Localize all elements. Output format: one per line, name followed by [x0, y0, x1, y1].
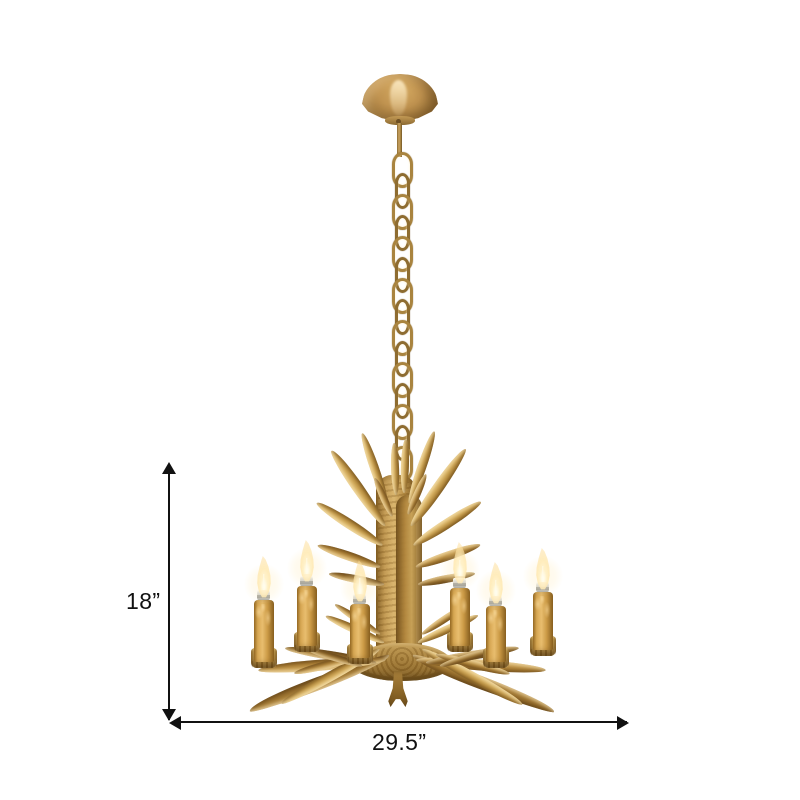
canopy-screw [396, 119, 401, 124]
candle-wax-drips [254, 604, 274, 630]
width-arrow-left [169, 716, 181, 730]
height-dimension-label: 18” [126, 588, 161, 614]
candle-wax-drips [533, 596, 553, 622]
bulb-filament [455, 560, 465, 576]
height-arrow-top [162, 462, 176, 474]
antler-trunk-secondary [396, 495, 422, 665]
candle-wax-drips [297, 590, 317, 616]
canopy-highlight [390, 80, 407, 116]
bulb-filament [302, 558, 312, 574]
width-dimension-line [175, 721, 627, 723]
bulb-filament [355, 578, 365, 594]
candle-wax-drips [350, 608, 370, 634]
height-dimension-line [168, 470, 170, 720]
candle-wax-drips [486, 610, 506, 636]
suspension-chain [386, 152, 414, 482]
bulb-filament [259, 574, 269, 590]
bulb-filament [491, 580, 501, 596]
candle-wax-drips [450, 592, 470, 618]
bulb-filament [538, 566, 548, 582]
width-arrow-right [617, 716, 629, 730]
width-dimension-label: 29.5” [372, 729, 427, 755]
chain-rod [397, 123, 402, 157]
